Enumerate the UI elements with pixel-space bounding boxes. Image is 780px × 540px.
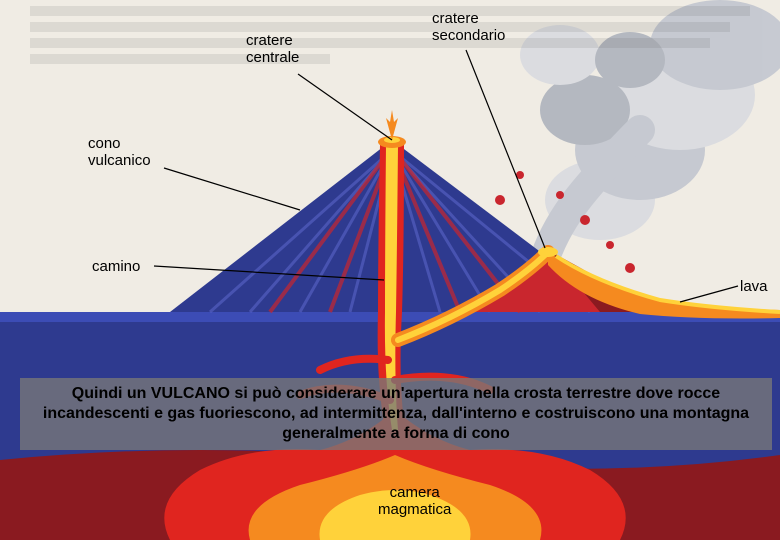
label-text: secondario bbox=[432, 27, 505, 44]
label-text: camino bbox=[92, 258, 140, 275]
label-text: cratere bbox=[432, 10, 479, 27]
secondary-crater-mouth bbox=[538, 247, 558, 257]
label-cratere-centrale: cratere centrale bbox=[246, 32, 299, 66]
label-camera-magmatica: camera magmatica bbox=[378, 484, 451, 518]
volcano-diagram: cratere centrale cratere secondario cono… bbox=[0, 0, 780, 540]
label-lava: lava bbox=[740, 278, 768, 295]
label-text: magmatica bbox=[378, 501, 451, 518]
label-text: cono bbox=[88, 135, 121, 152]
caption-text: Quindi un VULCANO si può considerare un'… bbox=[43, 385, 749, 442]
label-cratere-secondario: cratere secondario bbox=[432, 10, 505, 44]
label-text: lava bbox=[740, 278, 768, 295]
label-text: vulcanico bbox=[88, 152, 151, 169]
label-text: cratere bbox=[246, 32, 293, 49]
label-cono-vulcanico: cono vulcanico bbox=[88, 135, 151, 169]
label-text: centrale bbox=[246, 49, 299, 66]
label-text: camera bbox=[390, 484, 440, 501]
label-camino: camino bbox=[92, 258, 140, 275]
caption-box: Quindi un VULCANO si può considerare un'… bbox=[20, 378, 772, 450]
